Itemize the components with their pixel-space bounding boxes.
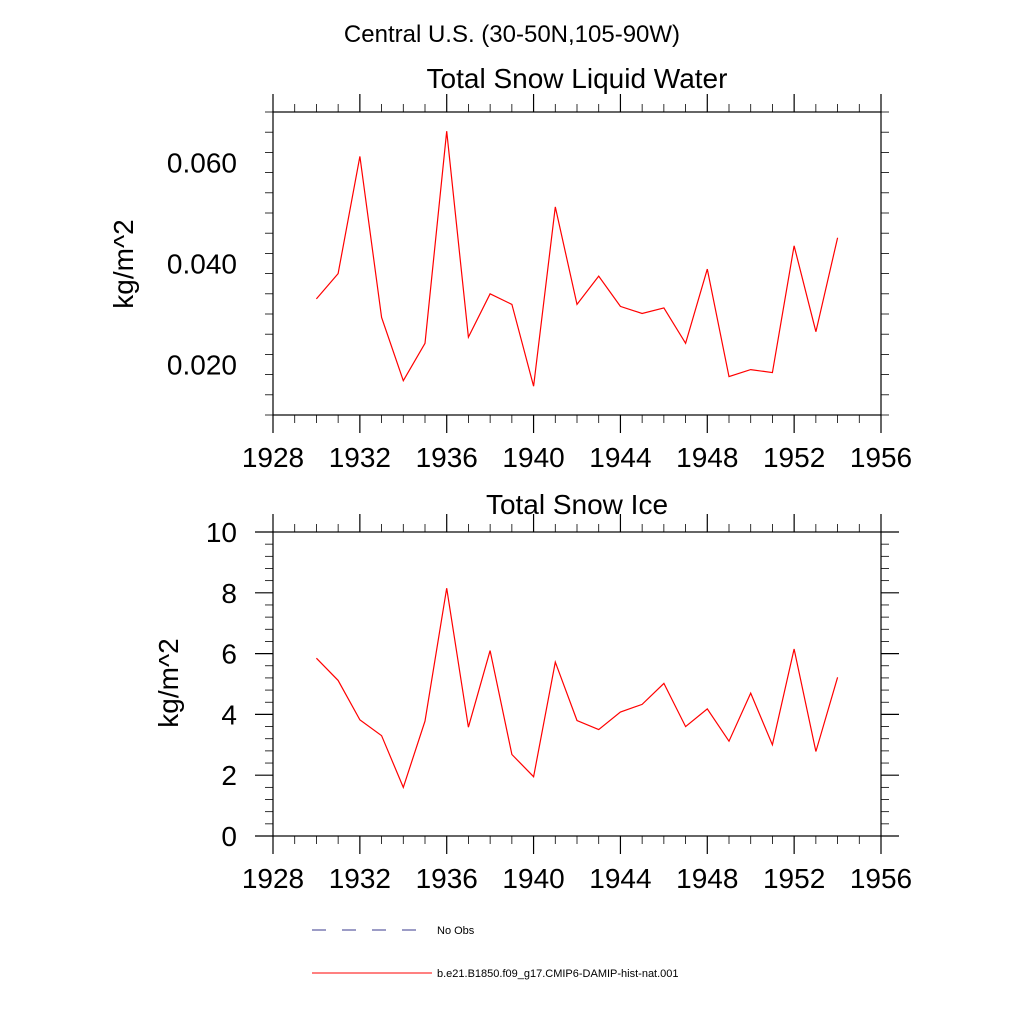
chart-title: Total Snow Liquid Water: [427, 63, 728, 94]
x-tick-label: 1932: [329, 442, 391, 473]
x-tick-label: 1948: [676, 442, 738, 473]
legend-label-no-obs: No Obs: [437, 925, 475, 937]
chart-snow-ice: Total Snow Ice kg/m^2 1928 1932 1936 1940 19…: [153, 489, 912, 894]
y-tick-label: 0.040: [167, 249, 237, 280]
plot-frame: [272, 111, 882, 416]
x-tick-label: 1956: [850, 863, 912, 894]
x-tick-label: 1952: [763, 442, 825, 473]
chart-snow-liquid-water: Total Snow Liquid Water kg/m^2 1928 1932 1…: [108, 63, 912, 473]
legend: No Obs b.e21.B1850.f09_g17.CMIP6-DAMIP-h…: [312, 925, 679, 980]
y-tick-label: 0.060: [167, 148, 237, 179]
x-tick-label: 1928: [242, 442, 304, 473]
figure-title: Central U.S. (30-50N,105-90W): [344, 21, 680, 48]
chart-marks: 1928 1932 1936 1940 1944 1948 1952 1956 0.020 0.0…: [167, 94, 912, 473]
y-axis-label: kg/m^2: [153, 638, 184, 727]
chart-title: Total Snow Ice: [486, 489, 668, 520]
x-tick-label: 1948: [676, 863, 738, 894]
x-tick-label: 1944: [589, 442, 651, 473]
y-tick-label: 0: [221, 821, 237, 852]
y-tick-label: 10: [206, 517, 237, 548]
y-tick-label: 2: [221, 760, 237, 791]
y-tick-label: 0.020: [167, 350, 237, 381]
x-tick-label: 1932: [329, 863, 391, 894]
chart-marks: 1928 1932 1936 1940 1944 1948 1952 1956 0 2 4 6 8 10: [206, 514, 912, 894]
legend-label-series: b.e21.B1850.f09_g17.CMIP6-DAMIP-hist-nat…: [437, 968, 679, 980]
x-tick-label: 1928: [242, 863, 304, 894]
x-tick-label: 1940: [502, 863, 564, 894]
y-tick-label: 8: [221, 578, 237, 609]
y-tick-label: 4: [221, 699, 237, 730]
x-tick-label: 1940: [502, 442, 564, 473]
series-line: [315, 131, 839, 387]
y-tick-label: 6: [221, 639, 237, 670]
plot-frame: [272, 531, 882, 837]
y-axis-label: kg/m^2: [108, 219, 139, 308]
series-line: [315, 588, 839, 790]
x-tick-label: 1952: [763, 863, 825, 894]
x-tick-label: 1956: [850, 442, 912, 473]
x-tick-label: 1936: [416, 863, 478, 894]
x-tick-label: 1944: [589, 863, 651, 894]
x-tick-label: 1936: [416, 442, 478, 473]
